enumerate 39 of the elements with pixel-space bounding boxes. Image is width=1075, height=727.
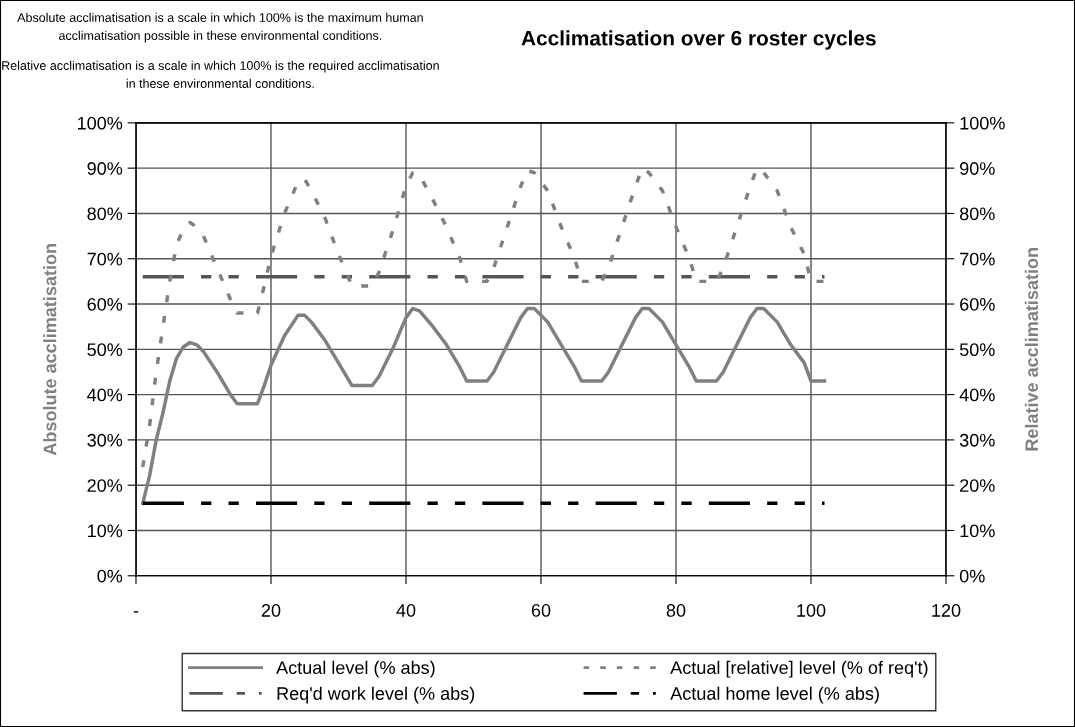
y2-tick-label: 20%	[960, 479, 995, 492]
line-series	[141, 306, 827, 506]
x-tick-label: 100	[797, 604, 826, 617]
x-tick-label: -	[133, 611, 139, 613]
y-tick-label: 100%	[77, 116, 123, 130]
y-tick-label: 90%	[87, 162, 123, 175]
x-tick-label: 80	[666, 604, 686, 617]
x-tick-label: 40	[396, 604, 416, 617]
y2-tick-label: 90%	[960, 162, 995, 175]
y2-tick-label: 60%	[960, 297, 995, 311]
x-tick-label: 20	[261, 604, 281, 617]
y-tick-label: 20%	[87, 479, 123, 492]
y2-axis-title: Relative acclimatisation	[1024, 248, 1039, 451]
legend-label: Req'd work level (% abs)	[277, 686, 475, 704]
y-tick-label: 60%	[87, 297, 123, 311]
legend-label: Actual home level (% abs)	[670, 686, 879, 704]
y-tick-label: 10%	[88, 524, 123, 538]
y2-tick-label: 50%	[959, 343, 995, 357]
y2-tick-label: 40%	[959, 388, 995, 402]
y-axis-title: Absolute acclimatisation	[43, 244, 57, 456]
legend-label: Actual [relative] level (% of req't)	[670, 660, 928, 678]
y2-tick-label: 0%	[959, 569, 985, 583]
chart-title: Acclimatisation over 6 roster cycles	[521, 30, 876, 50]
y-tick-label: 50%	[87, 343, 123, 357]
text: Absolute acclimatisation is a scale in which 100% is the maximum human acclimatisation possible in these environmental conditions.	[17, 12, 423, 43]
y2-tick-label: 100%	[960, 116, 1005, 130]
x-tick-label: 60	[531, 604, 551, 617]
y-tick-label: 0%	[97, 569, 123, 583]
y-tick-label: 40%	[87, 388, 123, 402]
y2-tick-label: 70%	[960, 252, 995, 266]
y-tick-label: 70%	[87, 252, 123, 266]
y2-tick-label: 80%	[959, 207, 995, 221]
x-tick-label: 120	[932, 604, 961, 617]
legend-label: Actual level (% abs)	[276, 660, 435, 678]
y2-tick-label: 10%	[960, 524, 995, 538]
y-tick-label: 30%	[87, 433, 123, 447]
y-tick-label: 80%	[87, 207, 123, 221]
text: Relative acclimatisation is a scale in which 100% is the required acclimatisation in these environmental conditions.	[2, 60, 439, 88]
y2-tick-label: 30%	[959, 433, 995, 447]
